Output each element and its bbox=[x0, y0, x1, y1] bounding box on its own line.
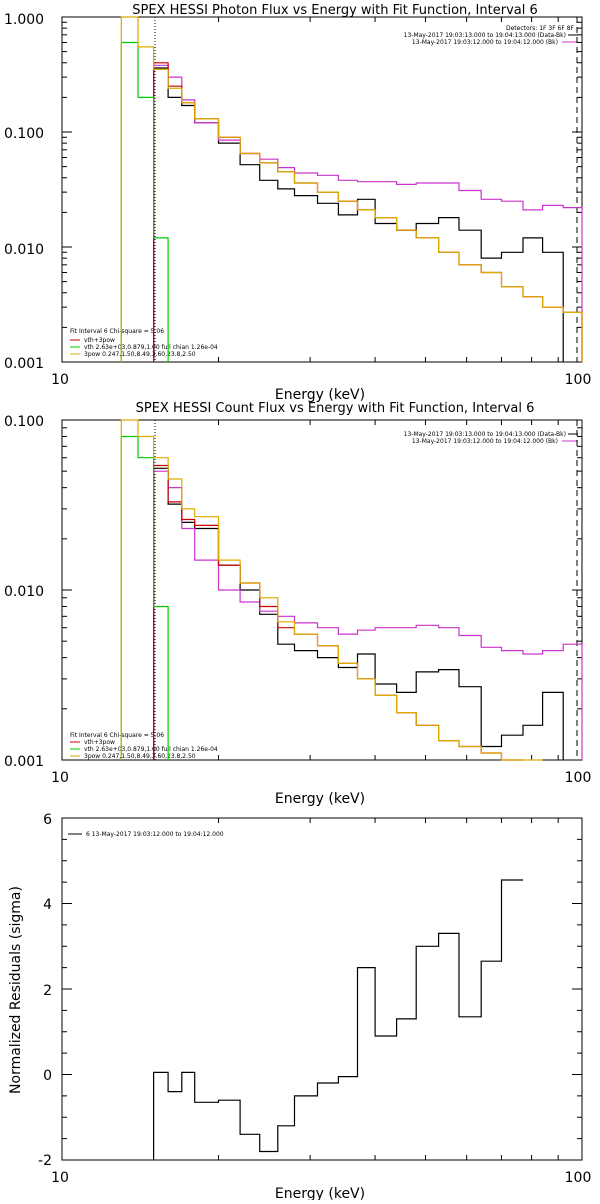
panel1-ytick-0.010: 0.010 bbox=[4, 242, 44, 258]
panel3-ytick-4: 4 bbox=[43, 897, 52, 913]
panel2-legend-bk: 13-May-2017 19:03:12.000 to 19:04:12.000… bbox=[412, 438, 558, 445]
panel1-legend-bk: 13-May-2017 19:03:12.000 to 19:04:12.000… bbox=[412, 39, 558, 46]
panel1-legend-vth3pow: vth+3pow bbox=[84, 337, 115, 344]
panel1-xticks bbox=[61, 17, 583, 362]
panel2-legend-vth: vth 2.63e+03,0.879,1.00 full chian 1.26e… bbox=[84, 746, 218, 753]
panel3-ytick-0: 0 bbox=[43, 1068, 52, 1084]
panel1-legend-vth: vth 2.63e+03,0.879,1.00 full chian 1.26e… bbox=[84, 344, 218, 351]
panel2-title: SPEX HESSI Count Flux vs Energy with Fit… bbox=[136, 401, 535, 416]
panel3-ylabel: Normalized Residuals (sigma) bbox=[8, 886, 24, 1094]
series-line-vth-3pow bbox=[153, 464, 523, 761]
panel3-ytick--2: -2 bbox=[38, 1153, 52, 1169]
panel1-legend-top: Detectors: 1F 3F 6F 8F 13-May-2017 19:03… bbox=[404, 25, 578, 46]
panel2-ytick-0.100: 0.100 bbox=[4, 414, 44, 430]
panel1-xtick-10: 10 bbox=[51, 372, 69, 388]
panel2-fit-interval: Fit Interval 6 Chi-square = 5.06 bbox=[70, 732, 164, 739]
panel1-legend-bottom: Fit Interval 6 Chi-square = 5.06 vth+3po… bbox=[70, 328, 218, 358]
panel2-yticks bbox=[62, 419, 582, 761]
panel1-xtick-100: 100 bbox=[565, 372, 592, 388]
panel2-ytick-0.001: 0.001 bbox=[4, 754, 44, 770]
panel1-legend-3pow: 3pow 0.247,1.50,8.49,3.60,23.8,2.50 bbox=[84, 351, 196, 358]
panel1-title: SPEX HESSI Photon Flux vs Energy with Fi… bbox=[132, 3, 538, 18]
panel3-xtick-100: 100 bbox=[565, 1170, 592, 1186]
panel3-yticks bbox=[62, 817, 582, 1161]
series-line-3pow bbox=[120, 16, 583, 362]
series-line-data-bk bbox=[153, 67, 564, 362]
panel2-xtick-100: 100 bbox=[565, 770, 592, 786]
panel2-frame bbox=[61, 419, 583, 761]
panel2-xticks bbox=[61, 420, 583, 760]
series-line-bk bbox=[153, 64, 583, 362]
panel2-legend-top: 13-May-2017 19:03:13.000 to 19:04:13.000… bbox=[404, 431, 578, 445]
panel1-xlabel: Energy (keV) bbox=[275, 387, 365, 403]
panel1-detectors-label: Detectors: 1F 3F 6F 8F bbox=[506, 25, 575, 32]
panel2-ytick-0.010: 0.010 bbox=[4, 584, 44, 600]
panel3-ytick-2: 2 bbox=[43, 983, 52, 999]
series-line-vth-3pow bbox=[153, 62, 583, 362]
panel1-legend-databk: 13-May-2017 19:03:13.000 to 19:04:13.000… bbox=[404, 32, 566, 39]
panel3-series bbox=[153, 879, 523, 1160]
panel2-legend-vth3pow: vth+3pow bbox=[84, 739, 115, 746]
panel2-xlabel: Energy (keV) bbox=[275, 791, 365, 807]
residuals-panel: 10 100 -2 0 2 4 6 Energy (keV) Normalize… bbox=[8, 812, 592, 1202]
panel2-xtick-10: 10 bbox=[51, 770, 69, 786]
panel1-frame bbox=[61, 16, 583, 363]
panel3-xticks bbox=[61, 818, 583, 1160]
panel1-ytick-1.000: 1.000 bbox=[4, 12, 44, 28]
panel2-legend-bottom: Fit Interval 6 Chi-square = 5.06 vth+3po… bbox=[70, 732, 218, 760]
panel3-frame bbox=[61, 817, 583, 1161]
panel2-legend-databk: 13-May-2017 19:03:13.000 to 19:04:13.000… bbox=[404, 431, 566, 438]
series-line-6-13-may-2017-19-03-12-000-to-19-04-12-000 bbox=[153, 879, 523, 1160]
panel1-yticks bbox=[62, 16, 582, 363]
panel3-legend-label: 6 13-May-2017 19:03:12.000 to 19:04:12.0… bbox=[86, 831, 224, 838]
count-flux-panel: SPEX HESSI Count Flux vs Energy with Fit… bbox=[4, 401, 591, 807]
series-line-3pow bbox=[120, 419, 543, 761]
panel3-xtick-10: 10 bbox=[51, 1170, 69, 1186]
panel1-ytick-0.001: 0.001 bbox=[4, 356, 44, 372]
panel1-fit-interval: Fit Interval 6 Chi-square = 5.06 bbox=[70, 328, 164, 335]
panel2-legend-3pow: 3pow 0.247,1.50,8.49,3.60,23.8,2.50 bbox=[84, 753, 196, 760]
series-line-data-bk bbox=[153, 467, 564, 760]
panel2-series bbox=[120, 419, 583, 761]
series-line-vth bbox=[120, 41, 169, 362]
panel1-ytick-0.100: 0.100 bbox=[4, 126, 44, 142]
panel3-ytick-6: 6 bbox=[43, 812, 52, 828]
photon-flux-panel: SPEX HESSI Photon Flux vs Energy with Fi… bbox=[4, 3, 591, 403]
series-line-vth bbox=[120, 435, 169, 760]
series-line-bk bbox=[153, 470, 583, 760]
panel1-series bbox=[120, 16, 583, 362]
panel3-xlabel: Energy (keV) bbox=[275, 1186, 365, 1200]
